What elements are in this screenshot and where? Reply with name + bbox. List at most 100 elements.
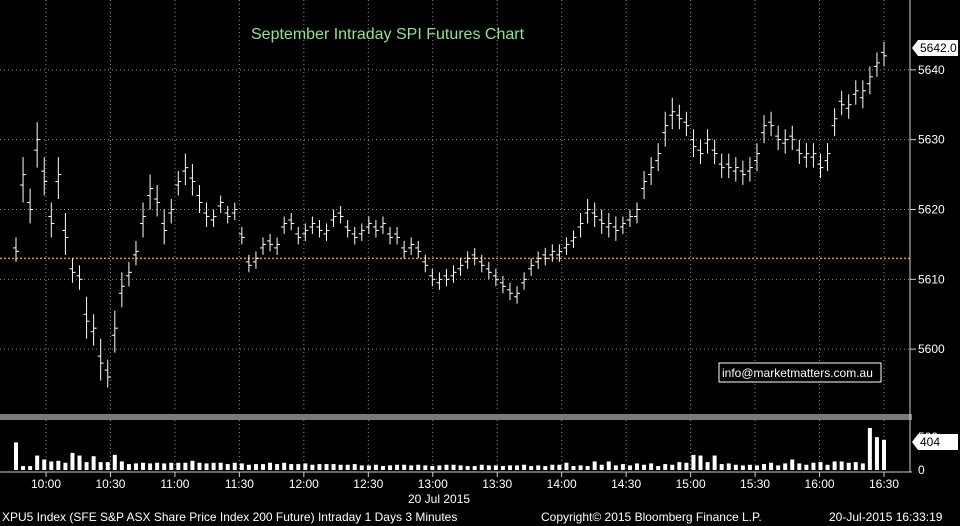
volume-bar	[839, 461, 844, 470]
volume-bar	[769, 462, 774, 470]
ohlc-bar	[464, 251, 471, 269]
volume-bar	[430, 466, 435, 470]
volume-bar	[409, 465, 414, 470]
ohlc-bar	[817, 153, 824, 179]
volume-bar	[465, 466, 470, 470]
ohlc-bar	[732, 157, 739, 182]
volume-bar	[310, 464, 315, 470]
x-tick-label: 16:00	[805, 477, 835, 491]
ohlc-bar	[859, 80, 866, 109]
ohlc-bar	[41, 157, 48, 196]
x-tick-label: 15:30	[740, 477, 770, 491]
volume-bar	[733, 464, 738, 470]
footer-right: 20-Jul-2015 16:33:19	[829, 510, 943, 524]
ohlc-bar	[429, 268, 436, 287]
ohlc-bar	[521, 272, 528, 290]
volume-bar	[451, 464, 456, 470]
ohlc-bar	[175, 171, 182, 196]
ohlc-bar	[309, 216, 316, 234]
volume-bar	[331, 464, 336, 470]
ohlc-bar	[154, 185, 161, 217]
volume-bar	[197, 462, 202, 470]
volume-bar	[867, 427, 872, 470]
y-tick-label: 5630	[918, 133, 945, 147]
volume-bar	[133, 463, 138, 470]
ohlc-bar	[690, 129, 697, 158]
ohlc-bar	[704, 129, 711, 154]
volume-bar	[282, 462, 287, 470]
volume-bar	[225, 464, 230, 470]
ohlc-bar	[450, 265, 457, 283]
ohlc-bar	[619, 216, 626, 234]
ohlc-bar	[789, 125, 796, 151]
ohlc-bar	[422, 254, 429, 273]
volume-bar	[592, 461, 597, 470]
ohlc-bar	[612, 216, 619, 241]
ohlc-bar	[76, 265, 83, 290]
volume-bar	[416, 464, 421, 470]
ohlc-bar	[302, 223, 309, 241]
volume-bar	[747, 464, 752, 470]
volume-bar	[190, 460, 195, 470]
last-volume-label: 404	[920, 435, 940, 449]
x-tick-label: 12:30	[353, 477, 383, 491]
y-tick-label: 5640	[918, 63, 945, 77]
ohlc-bar	[563, 237, 570, 255]
volume-bar	[35, 455, 40, 470]
volume-bar	[338, 464, 343, 470]
ohlc-bar	[641, 171, 648, 200]
last-price-tag: 5642.0	[912, 40, 958, 56]
volume-bar	[380, 466, 385, 470]
ohlc-bar	[753, 143, 760, 172]
volume-bar	[627, 465, 632, 470]
ohlc-bar	[34, 122, 41, 168]
ohlc-bar	[810, 143, 817, 168]
volume-bar	[691, 454, 696, 470]
ohlc-bar	[13, 237, 19, 262]
ohlc-bar	[55, 157, 62, 200]
volume-bar	[253, 464, 258, 470]
ohlc-bar	[217, 195, 224, 213]
ohlc-bar	[626, 209, 633, 227]
ohlc-bar	[528, 258, 535, 276]
volume-bar	[366, 465, 371, 470]
volume-bar	[395, 464, 400, 470]
volume-bar	[564, 462, 569, 470]
ohlc-bar	[556, 244, 563, 262]
ohlc-bar	[394, 226, 401, 245]
volume-bar	[726, 463, 731, 470]
x-tick-label: 12:00	[289, 477, 319, 491]
ohlc-bar	[697, 139, 704, 165]
ohlc-bar	[648, 157, 655, 186]
ohlc-bar	[125, 261, 132, 287]
volume-bar	[239, 463, 244, 470]
ohlc-bar	[196, 185, 203, 213]
volume-bar	[620, 464, 625, 470]
volume-bar	[14, 442, 18, 470]
volume-bar	[649, 463, 654, 470]
ohlc-bar	[401, 240, 408, 259]
volume-bar	[176, 462, 181, 470]
ohlc-bar	[252, 251, 259, 269]
volume-bar	[402, 464, 407, 470]
volume-bar	[479, 464, 484, 470]
volume-bar	[359, 465, 364, 470]
ohlc-bar	[132, 240, 139, 266]
x-tick-label: 11:30	[225, 477, 254, 491]
ohlc-bar	[267, 233, 274, 252]
y-axis-ticks: 5600 5610 5620 5630 5640	[910, 63, 945, 356]
volume-bar	[846, 462, 851, 470]
ohlc-bar	[739, 160, 746, 186]
ohlc-bar	[189, 164, 196, 196]
footer-center: Copyright© 2015 Bloomberg Finance L.P.	[541, 510, 762, 524]
ohlc-bar	[718, 153, 725, 179]
volume-bar	[762, 464, 767, 470]
watermark-text: info@marketmatters.com.au	[722, 366, 873, 380]
volume-bars	[14, 427, 886, 470]
volume-bar	[853, 462, 858, 470]
ohlc-bar	[62, 212, 69, 255]
ohlc-bar	[485, 261, 492, 280]
x-tick-label: 14:30	[611, 477, 641, 491]
ohlc-bar	[831, 108, 838, 137]
